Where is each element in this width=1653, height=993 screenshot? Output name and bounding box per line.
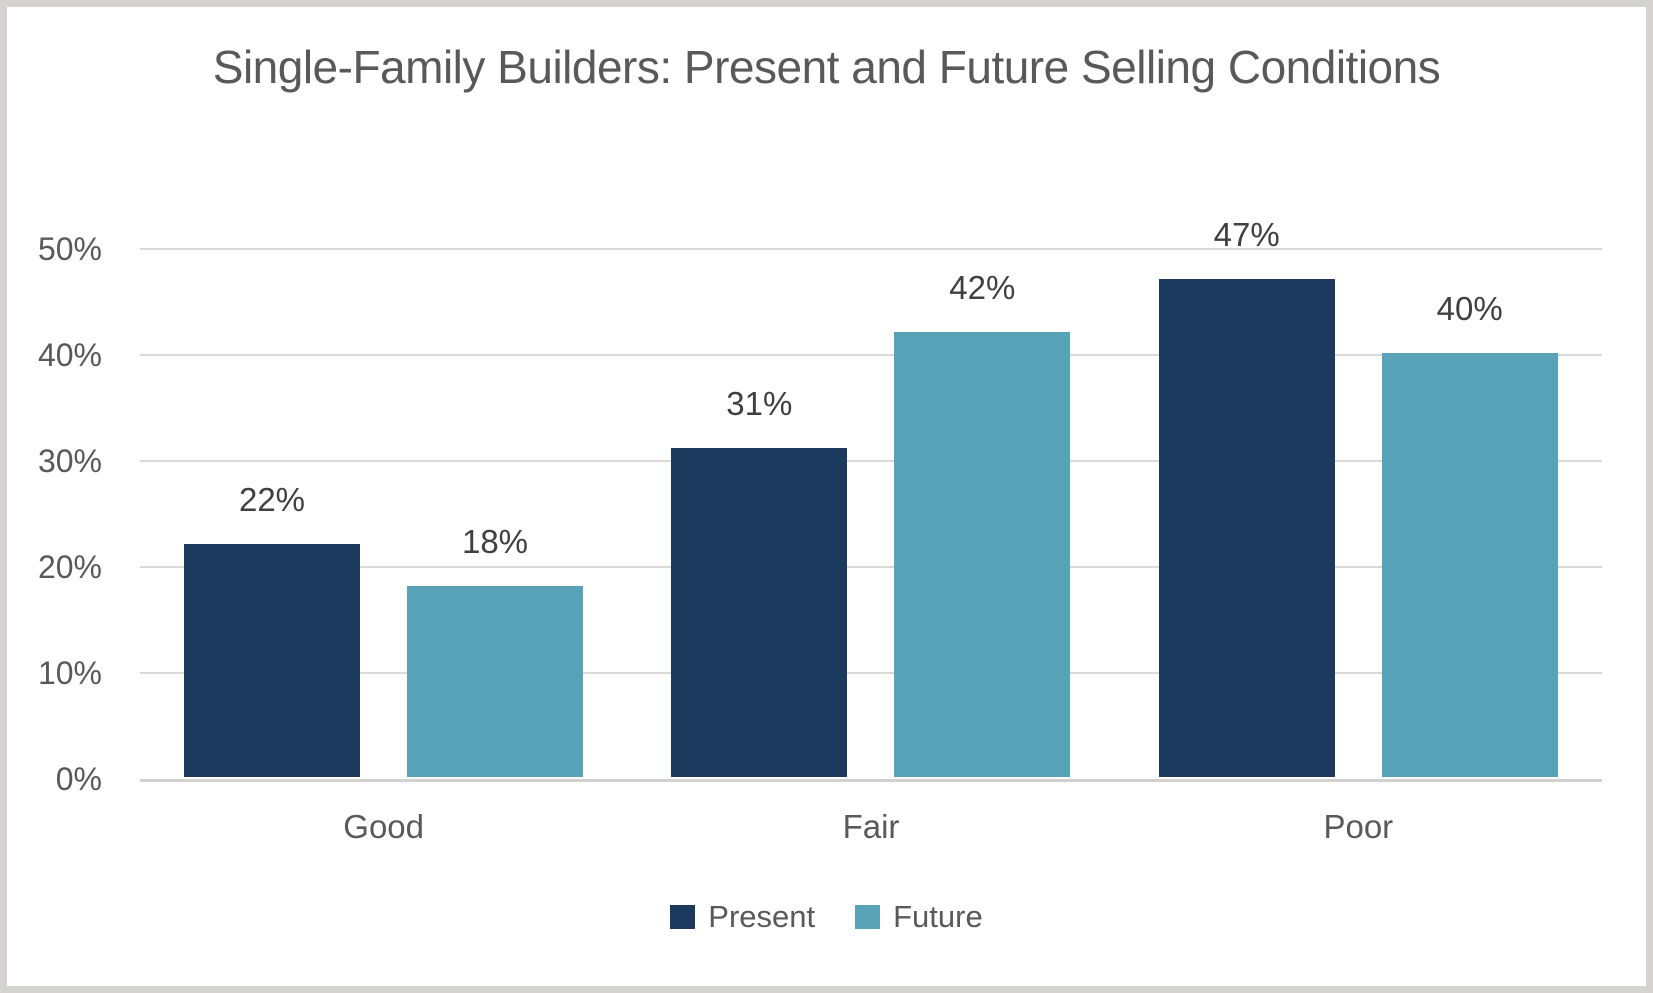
bar-present-good xyxy=(184,543,360,777)
chart-title: Single-Family Builders: Present and Futu… xyxy=(212,41,1441,93)
y-axis-tick-label: 10% xyxy=(37,655,102,691)
data-label-future-fair: 42% xyxy=(949,268,1016,306)
y-axis-tick-label: 0% xyxy=(55,761,102,797)
data-label-present-fair: 31% xyxy=(726,385,793,423)
data-label-future-good: 18% xyxy=(461,523,529,561)
gridline xyxy=(140,460,1602,462)
y-axis-tick-label: 40% xyxy=(37,337,102,373)
data-label-present-good: 22% xyxy=(238,480,306,518)
y-axis-tick-label: 30% xyxy=(37,443,102,479)
gridline xyxy=(140,672,1602,674)
gridline xyxy=(140,566,1602,568)
x-axis-category-label: Fair xyxy=(842,808,900,845)
legend: Present Future xyxy=(0,900,1653,934)
x-axis-line xyxy=(140,779,1602,782)
legend-label-present: Present xyxy=(708,899,816,934)
bar-future-fair xyxy=(894,331,1071,777)
bar-future-poor xyxy=(1381,353,1558,777)
gridline xyxy=(140,248,1602,250)
y-axis-tick-label: 20% xyxy=(37,549,102,585)
legend-label-future: Future xyxy=(893,899,983,934)
bar-present-fair xyxy=(671,448,848,777)
legend-item-future: Future xyxy=(855,900,983,934)
y-axis-tick-label: 50% xyxy=(37,231,102,267)
bar-present-poor xyxy=(1158,278,1335,777)
x-axis-category-label: Good xyxy=(343,808,425,845)
gridline xyxy=(140,354,1602,356)
data-label-future-poor: 40% xyxy=(1436,290,1503,327)
legend-swatch-present xyxy=(670,905,696,929)
x-axis-category-label: Poor xyxy=(1323,808,1394,845)
legend-swatch-future xyxy=(855,905,881,929)
plot-area: 50% 40% 30% 20% 10% 0% 22% 18% Good 31% 42% Fair 47%… xyxy=(38,216,1602,845)
bar-future-good xyxy=(407,586,583,777)
data-label-present-poor: 47% xyxy=(1213,215,1280,253)
legend-item-present: Present xyxy=(670,900,815,934)
